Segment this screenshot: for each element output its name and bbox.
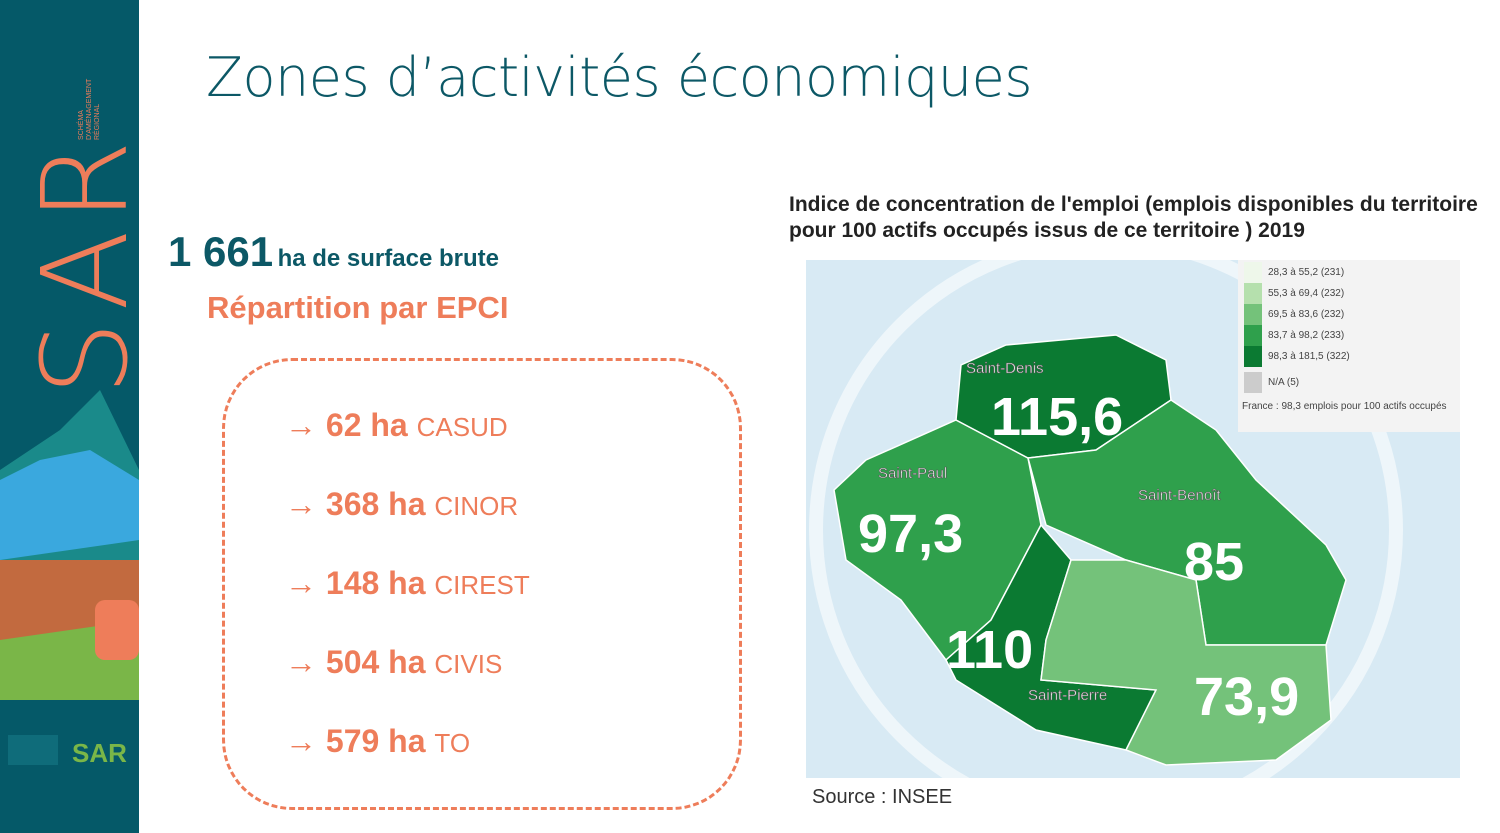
region-value: 110	[946, 620, 1033, 680]
surface-value: 1 661	[168, 228, 274, 275]
region-name: Saint-Pierre	[1028, 687, 1107, 704]
map-source: Source : INSEE	[812, 786, 953, 808]
repartition-heading: Répartition par EPCI	[207, 290, 509, 325]
legend-note: France : 98,3 emplois pour 100 actifs oc…	[1242, 401, 1447, 412]
region-name: Saint-Paul	[878, 465, 947, 482]
epci-name: CINOR	[434, 491, 519, 521]
epci-value: 579 ha	[325, 723, 426, 759]
map-title: Indice de concentration de l'emploi (emp…	[789, 193, 1478, 242]
epci-value: 148 ha	[325, 565, 426, 601]
region-name: Saint-Denis	[966, 360, 1044, 377]
epci-item: → 62 ha CASUD	[285, 407, 508, 444]
legend-label: 69,5 à 83,6 (232)	[1268, 309, 1345, 320]
legend-label: N/A (5)	[1268, 377, 1300, 388]
arrow-right-icon: →	[285, 644, 317, 680]
page-title: Zones d’activités économiques	[206, 46, 1033, 109]
region-saint-paul	[833, 419, 1042, 662]
epci-list: → 62 ha CASUD → 368 ha CINOR → 148 ha CI…	[222, 358, 742, 810]
region-name: Saint-Benoît	[1138, 487, 1221, 504]
legend-swatch	[1244, 262, 1262, 283]
region-saint-pierre	[1040, 559, 1332, 766]
arrow-right-icon: →	[285, 486, 317, 522]
legend-swatch	[1244, 283, 1262, 304]
region-value: 73,9	[1194, 667, 1299, 727]
arrow-right-icon: →	[285, 723, 317, 759]
legend-label: 98,3 à 181,5 (322)	[1268, 351, 1350, 362]
legend-label: 83,7 à 98,2 (233)	[1268, 330, 1345, 341]
legend-swatch	[1244, 325, 1262, 346]
region-value: 97,3	[858, 504, 963, 564]
svg-text:SAR: SAR	[72, 738, 127, 768]
epci-name: CIVIS	[434, 649, 503, 679]
epci-name: TO	[434, 728, 471, 758]
landscape-illustration: SAR	[0, 390, 139, 768]
epci-name: CASUD	[416, 412, 508, 442]
epci-item: → 368 ha CINOR	[285, 486, 518, 523]
legend-swatch	[1244, 304, 1262, 325]
arrow-right-icon: →	[285, 565, 317, 601]
epci-value: 62 ha	[325, 407, 408, 443]
region-value: 115,6	[991, 387, 1123, 447]
legend-swatch	[1244, 372, 1262, 393]
surface-total: 1 661 ha de surface brute	[168, 228, 499, 276]
surface-label: ha de surface brute	[277, 245, 499, 272]
legend-swatch	[1244, 346, 1262, 367]
epci-name: CIREST	[434, 570, 530, 600]
legend-label: 28,3 à 55,2 (231)	[1268, 267, 1345, 278]
epci-item: → 504 ha CIVIS	[285, 644, 502, 681]
arrow-right-icon: →	[285, 407, 317, 443]
map-legend: 28,3 à 55,2 (231) 55,3 à 69,4 (232) 69,5…	[1238, 260, 1460, 432]
sidebar-banner: SAR SCHÉMA D'AMÉNAGEMENT RÉGIONAL SAR	[0, 0, 139, 833]
epci-value: 504 ha	[325, 644, 426, 680]
epci-value: 368 ha	[325, 486, 426, 522]
region-value: 85	[1184, 532, 1244, 592]
epci-item: → 148 ha CIREST	[285, 565, 530, 602]
legend-label: 55,3 à 69,4 (232)	[1268, 288, 1345, 299]
epci-item: → 579 ha TO	[285, 723, 470, 760]
